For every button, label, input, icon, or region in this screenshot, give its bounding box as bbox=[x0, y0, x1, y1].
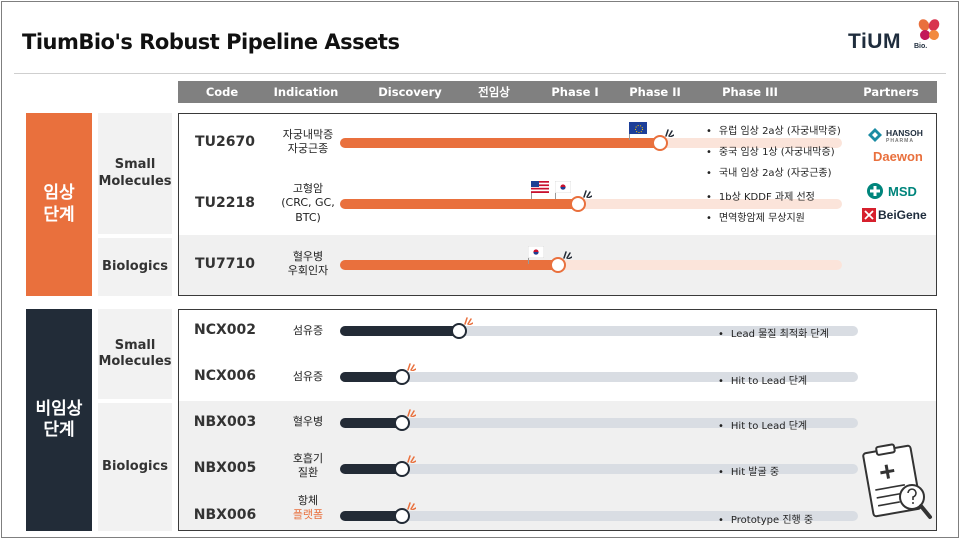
partner-hansoh-sub: PHARMA bbox=[886, 138, 914, 144]
header-phase-3: Phase III bbox=[722, 85, 778, 99]
header-code: Code bbox=[205, 85, 239, 99]
subcategory-label: Biologics bbox=[102, 258, 168, 274]
category-nonclinical-label: 비임상 단계 bbox=[35, 398, 83, 440]
page-title: TiumBio's Robust Pipeline Assets bbox=[22, 30, 400, 54]
header-indication: Indication bbox=[273, 85, 339, 99]
subcategory-small-molecules-clinical: Small Molecules bbox=[98, 113, 172, 234]
progress-fill-tu2218 bbox=[340, 199, 578, 209]
nonclinical-box bbox=[178, 309, 937, 531]
note-nbx006-0: Prototype 진행 중 bbox=[718, 511, 813, 526]
category-nonclinical: 비임상 단계 bbox=[26, 309, 92, 531]
progress-knob-ncx006 bbox=[394, 369, 410, 385]
code-ncx006: NCX006 bbox=[193, 368, 256, 384]
progress-knob-nbx005 bbox=[394, 461, 410, 477]
spark-icon bbox=[407, 409, 416, 417]
note-tu2218-0: 1b상 KDDF 과제 선정 bbox=[706, 188, 815, 203]
progress-knob-tu2670 bbox=[652, 135, 668, 151]
partner-hansoh-name: HANSOH bbox=[886, 128, 923, 138]
progress-fill-nbx006 bbox=[340, 511, 402, 521]
spark-icon bbox=[583, 190, 592, 198]
indication-line: 항체 bbox=[297, 494, 319, 507]
indication-nbx005: 호흡기 질환 bbox=[292, 452, 324, 480]
progress-track-ncx006 bbox=[340, 372, 858, 382]
spark-icon bbox=[464, 317, 473, 325]
note-tu2670-0: 유럽 임상 2a상 (자궁내막증) bbox=[706, 122, 841, 137]
header-partners: Partners bbox=[863, 85, 919, 99]
pipeline-header: Code Indication Discovery 전임상 Phase I Ph… bbox=[178, 81, 937, 103]
tiumbio-logo: TiUM Bio. bbox=[848, 18, 943, 58]
title-divider bbox=[14, 73, 946, 74]
progress-fill-ncx002 bbox=[340, 326, 459, 336]
clipboard-icon bbox=[862, 443, 932, 519]
code-tu7710: TU7710 bbox=[195, 256, 255, 272]
spark-icon bbox=[407, 455, 416, 463]
spark-icon bbox=[407, 363, 416, 371]
note-nbx005-0: Hit 발굴 중 bbox=[718, 463, 779, 478]
header-discovery: Discovery bbox=[378, 85, 442, 99]
note-ncx006-0: Hit to Lead 단계 bbox=[718, 372, 807, 387]
progress-track-nbx005 bbox=[340, 464, 858, 474]
code-nbx006: NBX006 bbox=[193, 507, 257, 523]
header-preclinical: 전임상 bbox=[478, 85, 510, 99]
subcategory-label: Small Molecules bbox=[98, 337, 172, 369]
indication-nbx006: 항체 플랫폼 bbox=[268, 494, 348, 523]
note-tu2670-1: 중국 임상 1상 (자궁내막증) bbox=[706, 143, 835, 158]
note-tu2218-1: 면역항암제 무상지원 bbox=[706, 209, 805, 224]
clinical-box bbox=[178, 113, 937, 296]
progress-knob-ncx002 bbox=[451, 323, 467, 339]
progress-knob-tu7710 bbox=[550, 257, 566, 273]
indication-tu2218: 고형암 (CRC, GC, BTC) bbox=[281, 182, 335, 224]
spark-icon bbox=[665, 129, 674, 137]
progress-track-tu2218 bbox=[340, 199, 842, 209]
progress-fill-ncx006 bbox=[340, 372, 402, 382]
logo-sub: Bio. bbox=[914, 43, 928, 50]
progress-knob-tu2218 bbox=[570, 196, 586, 212]
subcategory-biologics-nonclinical: Biologics bbox=[98, 403, 172, 531]
spark-icon bbox=[407, 502, 416, 510]
progress-knob-nbx006 bbox=[394, 508, 410, 524]
indication-ncx002: 섬유증 bbox=[292, 324, 324, 337]
indication-tu7710: 혈우병 우회인자 bbox=[287, 250, 329, 278]
logo-text: TiUM bbox=[848, 30, 901, 53]
code-nbx005: NBX005 bbox=[193, 460, 257, 476]
subcategory-biologics-clinical: Biologics bbox=[98, 238, 172, 296]
category-clinical-label: 임상 단계 bbox=[43, 183, 75, 225]
progress-track-tu7710 bbox=[340, 260, 842, 270]
progress-track-nbx006 bbox=[340, 511, 858, 521]
code-tu2670: TU2670 bbox=[195, 134, 255, 150]
category-clinical: 임상 단계 bbox=[26, 113, 92, 296]
header-phase-2: Phase II bbox=[629, 85, 681, 99]
indication-ncx006: 섬유증 bbox=[292, 370, 324, 383]
note-tu2670-2: 국내 임상 2a상 (자궁근종) bbox=[706, 164, 832, 179]
progress-fill-tu7710 bbox=[340, 260, 558, 270]
spark-icon bbox=[563, 251, 572, 259]
progress-fill-nbx005 bbox=[340, 464, 402, 474]
progress-track-nbx003 bbox=[340, 418, 858, 428]
progress-knob-nbx003 bbox=[394, 415, 410, 431]
partner-beigene-name: BeiGene bbox=[878, 208, 927, 222]
note-ncx002-0: Lead 물질 최적화 단계 bbox=[718, 325, 829, 340]
progress-fill-nbx003 bbox=[340, 418, 402, 428]
subcategory-small-molecules-nonclinical: Small Molecules bbox=[98, 309, 172, 399]
code-tu2218: TU2218 bbox=[195, 195, 255, 211]
header-phase-1: Phase I bbox=[551, 85, 599, 99]
code-ncx002: NCX002 bbox=[193, 322, 256, 338]
indication-line: 플랫폼 bbox=[292, 508, 324, 522]
progress-fill-tu2670 bbox=[340, 138, 660, 148]
partner-daewon-logo: Daewon bbox=[873, 149, 923, 164]
subcategory-label: Small Molecules bbox=[98, 157, 172, 189]
indication-tu2670: 자궁내막증 자궁근종 bbox=[282, 128, 334, 156]
code-nbx003: NBX003 bbox=[193, 414, 257, 430]
flower-icon bbox=[918, 19, 940, 40]
progress-track-ncx002 bbox=[340, 326, 858, 336]
indication-nbx003: 혈우병 bbox=[292, 415, 324, 428]
subcategory-label: Biologics bbox=[102, 458, 168, 474]
partner-msd-name: MSD bbox=[888, 184, 917, 199]
note-nbx003-0: Hit to Lead 단계 bbox=[718, 417, 807, 432]
